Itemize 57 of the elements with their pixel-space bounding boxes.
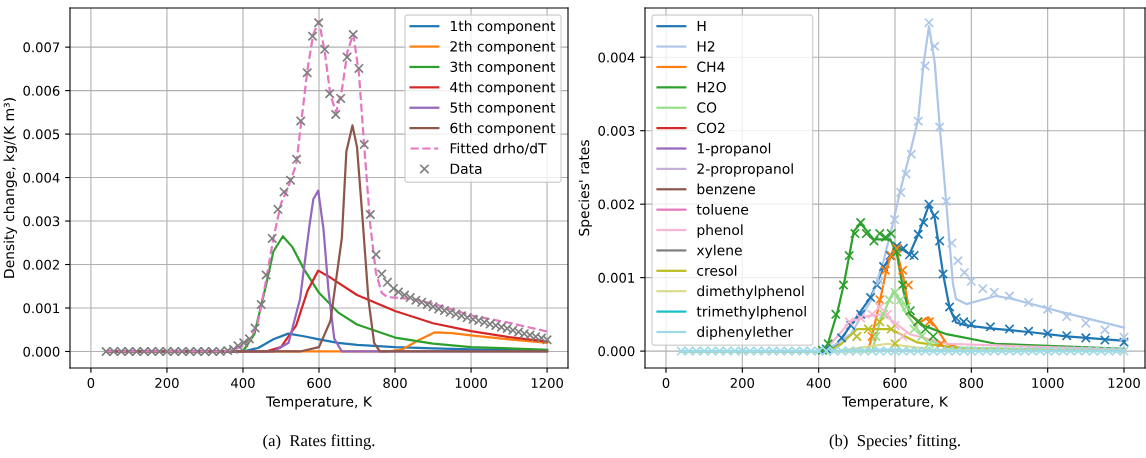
- legend-label: 2-propropanol: [697, 163, 793, 177]
- y-tick-label: 0.006: [23, 85, 60, 96]
- legend-label: 1th component: [450, 20, 556, 34]
- y-tick-label: 0.004: [23, 172, 60, 183]
- legend-label: 6th component: [450, 122, 556, 136]
- legend-label: trimethylphenol: [696, 305, 806, 320]
- y-tick-label: 0.001: [23, 303, 60, 314]
- legend-label: phenol: [697, 224, 743, 238]
- legend-label: CO2: [697, 122, 725, 134]
- y-axis-title: Species' rates: [578, 140, 592, 236]
- text: (a) Rates fitting.: [263, 434, 375, 450]
- legend-label: 2th component: [450, 40, 556, 55]
- legend-label: Data: [450, 163, 482, 174]
- legend-label: 3th component: [450, 61, 556, 75]
- legend-label: H2O: [697, 81, 726, 93]
- x-tick-label: 400: [806, 377, 831, 388]
- x-tick-label: 400: [231, 377, 255, 388]
- y-tick-label: 0.000: [598, 346, 635, 357]
- legend-label: 4th component: [450, 81, 556, 96]
- legend-label: toluene: [696, 203, 749, 215]
- y-tick-label: 0.001: [598, 272, 635, 283]
- x-axis-title: Temperature, K: [842, 396, 949, 410]
- legend-label: CO: [697, 102, 717, 113]
- legend-label: benzene: [697, 183, 755, 195]
- legend-label: H2: [697, 41, 715, 52]
- y-tick-label: 0.002: [598, 199, 634, 210]
- legend-label: diphenylether: [697, 326, 794, 340]
- legend-label: xylene: [696, 244, 742, 259]
- x-tick-label: 200: [155, 377, 179, 388]
- legend-label: Fitted drho/dT: [450, 142, 547, 155]
- y-axis-title: Density change, kg/(K m³): [3, 98, 17, 278]
- text: (b) Species’ fitting.: [829, 434, 960, 450]
- x-tick-label: 1000: [1032, 377, 1064, 388]
- y-tick-label: 0.002: [23, 259, 59, 270]
- x-tick-label: 0: [662, 377, 670, 388]
- x-tick-label: 1000: [455, 377, 487, 388]
- x-tick-label: 800: [383, 377, 407, 388]
- x-tick-label: 0: [87, 377, 95, 388]
- legend-label: CH4: [697, 61, 725, 73]
- y-tick-label: 0.003: [23, 216, 60, 227]
- legend-label: 5th component: [450, 102, 556, 116]
- legend-label: 1-propanol: [697, 142, 771, 157]
- y-tick-label: 0.003: [598, 125, 635, 136]
- x-axis-title: Temperature, K: [266, 396, 373, 410]
- y-tick-label: 0.005: [23, 129, 60, 140]
- y-tick-label: 0.007: [23, 42, 60, 53]
- legend-label: cresol: [697, 265, 737, 276]
- y-tick-label: 0.000: [23, 346, 60, 357]
- y-tick-label: 0.004: [598, 52, 635, 63]
- x-tick-label: 600: [883, 377, 907, 388]
- x-tick-label: 800: [959, 377, 984, 388]
- x-tick-label: 1200: [1108, 377, 1140, 388]
- x-tick-label: 600: [307, 377, 331, 388]
- x-tick-label: 200: [730, 377, 755, 388]
- x-tick-label: 1200: [531, 377, 563, 388]
- legend-label: dimethylphenol: [697, 285, 804, 299]
- legend-label: H: [697, 20, 706, 32]
